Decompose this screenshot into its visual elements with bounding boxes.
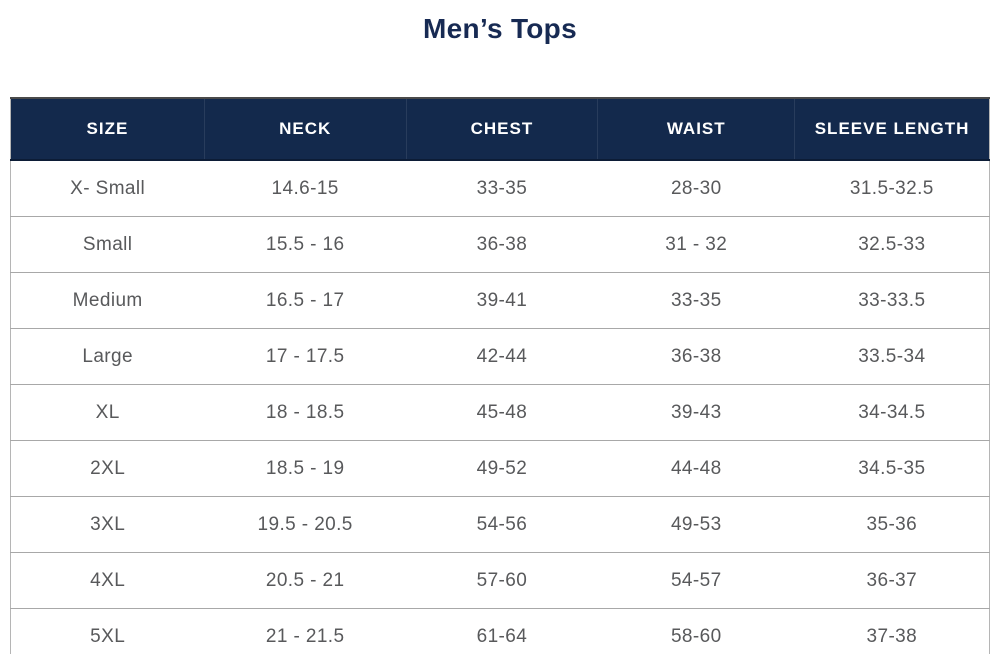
size-table-container: SIZE NECK CHEST WAIST SLEEVE LENGTH X- S… — [10, 97, 990, 654]
cell-waist: 31 - 32 — [597, 216, 795, 273]
table-row: 4XL 20.5 - 21 57-60 54-57 36-37 — [10, 552, 990, 609]
cell-size: XL — [10, 384, 205, 441]
cell-sleeve: 35-36 — [794, 496, 990, 553]
header-cell-size: SIZE — [10, 98, 205, 161]
cell-neck: 15.5 - 16 — [204, 216, 406, 273]
table-row: 3XL 19.5 - 20.5 54-56 49-53 35-36 — [10, 496, 990, 553]
cell-neck: 17 - 17.5 — [204, 328, 406, 385]
cell-waist: 33-35 — [597, 272, 795, 329]
table-header-row: SIZE NECK CHEST WAIST SLEEVE LENGTH — [10, 98, 990, 161]
cell-neck: 19.5 - 20.5 — [204, 496, 406, 553]
cell-sleeve: 31.5-32.5 — [794, 160, 990, 217]
cell-sleeve: 37-38 — [794, 608, 990, 654]
cell-waist: 28-30 — [597, 160, 795, 217]
cell-size: Large — [10, 328, 205, 385]
cell-chest: 45-48 — [406, 384, 598, 441]
cell-neck: 18 - 18.5 — [204, 384, 406, 441]
cell-waist: 44-48 — [597, 440, 795, 497]
table-row: Large 17 - 17.5 42-44 36-38 33.5-34 — [10, 328, 990, 385]
cell-waist: 58-60 — [597, 608, 795, 654]
cell-chest: 36-38 — [406, 216, 598, 273]
header-cell-sleeve: SLEEVE LENGTH — [794, 98, 990, 161]
cell-neck: 14.6-15 — [204, 160, 406, 217]
table-row: Medium 16.5 - 17 39-41 33-35 33-33.5 — [10, 272, 990, 329]
cell-neck: 18.5 - 19 — [204, 440, 406, 497]
cell-neck: 21 - 21.5 — [204, 608, 406, 654]
cell-neck: 16.5 - 17 — [204, 272, 406, 329]
cell-chest: 49-52 — [406, 440, 598, 497]
header-cell-neck: NECK — [203, 98, 406, 161]
cell-size: 4XL — [10, 552, 205, 609]
cell-size: Medium — [10, 272, 205, 329]
cell-neck: 20.5 - 21 — [204, 552, 406, 609]
cell-chest: 33-35 — [406, 160, 598, 217]
cell-sleeve: 36-37 — [794, 552, 990, 609]
cell-size: Small — [10, 216, 205, 273]
table-row: 2XL 18.5 - 19 49-52 44-48 34.5-35 — [10, 440, 990, 497]
page-title: Men’s Tops — [423, 13, 577, 44]
header-cell-waist: WAIST — [597, 98, 795, 161]
cell-sleeve: 32.5-33 — [794, 216, 990, 273]
cell-waist: 49-53 — [597, 496, 795, 553]
table-row: Small 15.5 - 16 36-38 31 - 32 32.5-33 — [10, 216, 990, 273]
cell-size: 3XL — [10, 496, 205, 553]
cell-sleeve: 34.5-35 — [794, 440, 990, 497]
table-row: XL 18 - 18.5 45-48 39-43 34-34.5 — [10, 384, 990, 441]
cell-size: 2XL — [10, 440, 205, 497]
cell-chest: 39-41 — [406, 272, 598, 329]
cell-chest: 57-60 — [406, 552, 598, 609]
cell-size: 5XL — [10, 608, 205, 654]
header-cell-chest: CHEST — [405, 98, 598, 161]
cell-chest: 42-44 — [406, 328, 598, 385]
cell-chest: 61-64 — [406, 608, 598, 654]
cell-sleeve: 33.5-34 — [794, 328, 990, 385]
table-row: 5XL 21 - 21.5 61-64 58-60 37-38 — [10, 608, 990, 654]
cell-waist: 36-38 — [597, 328, 795, 385]
cell-sleeve: 34-34.5 — [794, 384, 990, 441]
cell-chest: 54-56 — [406, 496, 598, 553]
cell-waist: 54-57 — [597, 552, 795, 609]
table-row: X- Small 14.6-15 33-35 28-30 31.5-32.5 — [10, 160, 990, 217]
cell-size: X- Small — [10, 160, 205, 217]
cell-sleeve: 33-33.5 — [794, 272, 990, 329]
cell-waist: 39-43 — [597, 384, 795, 441]
size-table: SIZE NECK CHEST WAIST SLEEVE LENGTH X- S… — [10, 97, 990, 654]
